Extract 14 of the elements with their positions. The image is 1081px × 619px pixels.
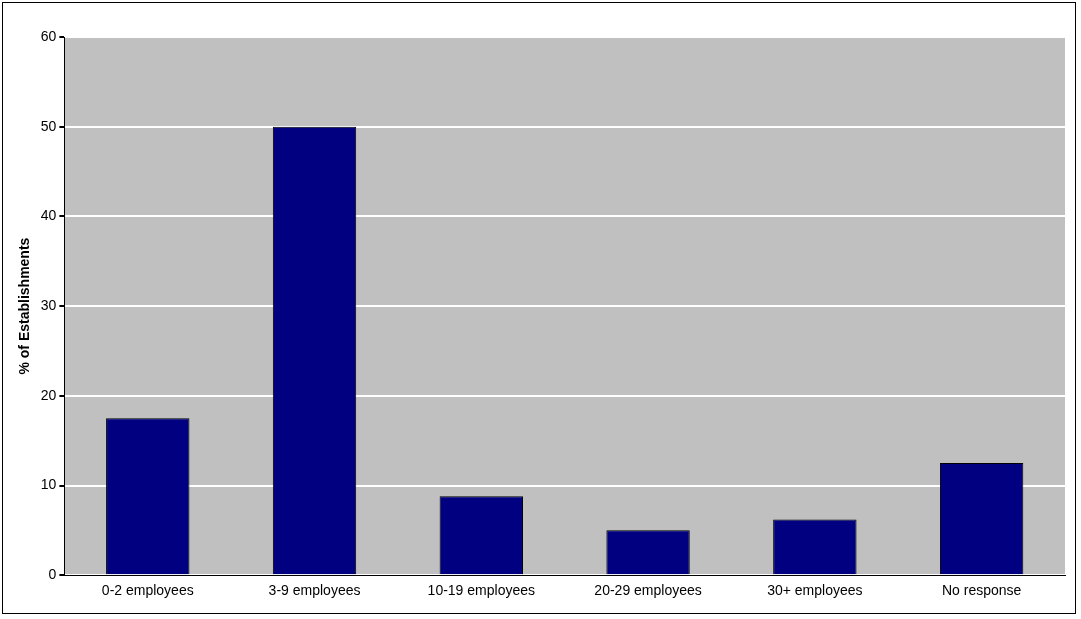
y-tick-label: 0	[48, 566, 57, 583]
y-axis-title: % of Establishments	[16, 237, 33, 375]
y-tick-label: 30	[40, 296, 57, 313]
y-tick-label: 10	[40, 476, 57, 493]
x-tick-label: 10-19 employees	[427, 582, 535, 599]
x-tick-label: 20-29 employees	[594, 582, 702, 599]
y-tick-label: 60	[40, 27, 57, 44]
x-tick-label: No response	[941, 582, 1022, 599]
x-tick-label: 3-9 employees	[268, 582, 361, 599]
x-tick-label: 30+ employees	[767, 582, 863, 599]
y-tick-label: 40	[40, 207, 57, 224]
x-tick-label: 0-2 employees	[101, 582, 194, 599]
y-tick-label: 20	[40, 386, 57, 403]
y-tick-label: 50	[40, 117, 57, 134]
